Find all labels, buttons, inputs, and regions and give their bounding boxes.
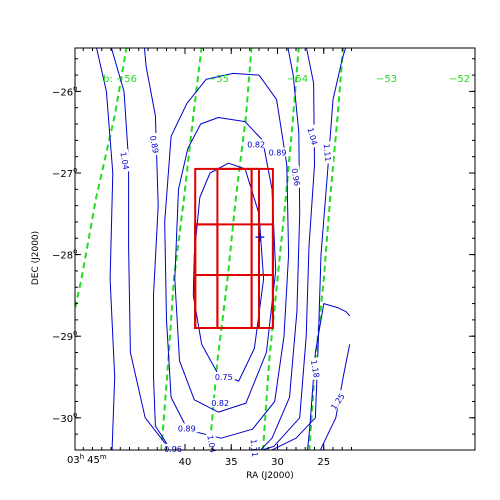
contour-7 xyxy=(96,48,116,450)
contour-label-0: 0.75 xyxy=(215,373,233,382)
contour-label-1-b: 0.82 xyxy=(247,140,265,149)
galactic-label-2: −54 xyxy=(287,74,308,85)
y-tick-label-3: −29o xyxy=(52,329,77,343)
x-tick-label-0: 03h 45m xyxy=(67,453,107,466)
contour-label-0-group: 0.75 xyxy=(212,372,235,382)
contour-label-2-group: 0.89 xyxy=(175,423,198,433)
contour-label-0-bg xyxy=(212,372,235,381)
contour-label-6: 1.04 xyxy=(306,127,319,147)
x-tick-label-1: 40 xyxy=(179,457,192,468)
galactic-line-0 xyxy=(75,48,128,314)
plot-frame xyxy=(74,47,476,451)
contour-label-5-bg xyxy=(119,149,132,173)
contour-label-5: 1.04 xyxy=(118,151,130,170)
contour-label-2-b: 0.89 xyxy=(269,149,287,158)
contour-3 xyxy=(143,48,175,450)
contour-label-1-b-group: 0.82 xyxy=(245,139,268,149)
contour-label-8-bg xyxy=(322,141,334,164)
contour-label-6-bg xyxy=(305,124,321,148)
contour-label-1: 0.82 xyxy=(211,399,229,408)
contour-label-4-v: 0.96 xyxy=(290,168,302,187)
contour-label-8-group: 1.11 xyxy=(322,141,334,164)
contour-label-3-bg xyxy=(162,443,184,453)
y-tick-label-0: −26o xyxy=(52,84,77,98)
contour-label-5-group: 1.04 xyxy=(118,149,132,173)
axis-ticks: 03h 45m 40 35 30 25 −26o −27o −28o −29o −30o xyxy=(52,48,475,468)
contour-1 xyxy=(174,117,277,413)
contour-label-8: 1.11 xyxy=(322,143,333,162)
survey-rect-5 xyxy=(194,274,274,329)
contour-label-2-b-bg xyxy=(266,147,289,157)
contour-9 xyxy=(307,303,351,450)
contour-label-2-b-group: 0.89 xyxy=(266,147,289,158)
x-tick-label-3: 30 xyxy=(271,457,284,468)
x-tick-label-4: 25 xyxy=(317,457,330,468)
contour-label-8-b: 1.11 xyxy=(249,439,260,458)
contour-label-6-group: 1.04 xyxy=(305,124,321,148)
contour-label-1-bg xyxy=(209,398,232,408)
x-axis-title: RA (J2000) xyxy=(246,471,294,481)
contour-label-3: 0.96 xyxy=(164,445,182,454)
contour-0 xyxy=(192,162,265,382)
survey-rectangles xyxy=(194,167,274,329)
contour-label-5-b: 1.04 xyxy=(205,434,217,453)
center-marker-plus: + xyxy=(254,229,266,245)
galactic-label-3: −53 xyxy=(376,74,397,85)
y-tick-label-1: −27o xyxy=(52,166,77,180)
contour-8 xyxy=(270,48,347,450)
contour-label-2: 0.89 xyxy=(178,424,196,433)
contour-label-2-c-group: 0.89 xyxy=(148,132,162,156)
contour-2 xyxy=(164,72,290,439)
y-axis-title: DEC (J2000) xyxy=(31,231,41,285)
center-marker: + xyxy=(254,229,266,245)
contour-label-1-b-bg xyxy=(245,139,268,149)
contour-6 xyxy=(260,48,315,450)
contour-label-8-b-group: 1.11 xyxy=(249,436,261,460)
contour-5 xyxy=(110,48,172,450)
contour-lines xyxy=(96,48,351,450)
contour-label-4-v-group: 0.96 xyxy=(290,165,303,189)
y-tick-label-2: −28o xyxy=(52,248,77,262)
galactic-line-3 xyxy=(262,48,300,450)
x-tick-label-2: 35 xyxy=(225,457,238,468)
contour-label-3-group: 0.96 xyxy=(162,443,184,454)
contour-label-9: 1.18 xyxy=(309,359,321,378)
contour-label-9-bg xyxy=(309,357,323,381)
contour-label-2-c: 0.89 xyxy=(148,135,160,154)
contour-label-2-c-bg xyxy=(148,132,162,156)
y-tick-label-4: −30o xyxy=(52,411,77,425)
contour-4 xyxy=(259,48,301,450)
contour-label-2-bg xyxy=(175,423,198,433)
contour-label-8-b-bg xyxy=(249,436,261,460)
contour-label-4-v-bg xyxy=(290,165,303,189)
galactic-label-0: b: −56 xyxy=(103,74,137,85)
galactic-line-1 xyxy=(160,48,203,450)
galactic-label-1: −55 xyxy=(208,74,229,85)
galactic-label-4: −52 xyxy=(449,74,470,85)
contour-label-9-group: 1.18 xyxy=(309,357,323,381)
contour-labels: 0.75 0.82 0.82 0.89 0.89 0.89 0.96 1.04 1.04 1.04… xyxy=(103,74,470,460)
contour-label-1-group: 0.82 xyxy=(209,398,232,408)
contour-label-10-bg xyxy=(327,389,348,413)
